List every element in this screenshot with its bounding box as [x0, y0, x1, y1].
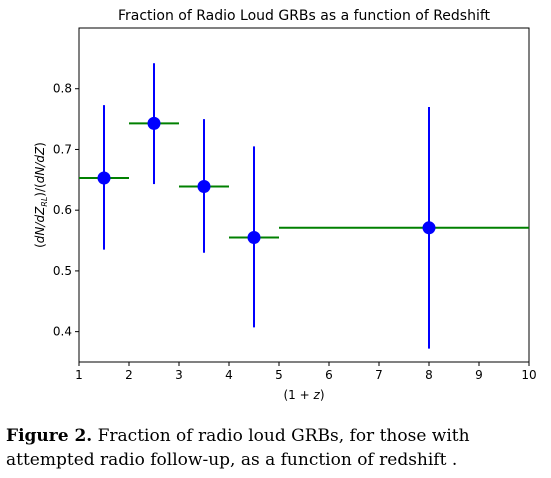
x-tick-label: 6 [325, 368, 333, 382]
x-axis-label: (1 + z) [284, 388, 325, 402]
x-tick-label: 7 [375, 368, 383, 382]
caption-text: Fraction of radio loud GRBs, for those w… [6, 426, 470, 470]
x-error-bars [79, 122, 529, 239]
y-tick-label: 0.7 [53, 142, 72, 156]
x-tick-label: 9 [475, 368, 483, 382]
chart-title: Fraction of Radio Loud GRBs as a functio… [118, 8, 491, 24]
y-axis-label: (dN/dZRL)/(dN/dZ) [33, 142, 49, 248]
y-tick-label: 0.4 [53, 325, 72, 339]
y-tick-label: 0.8 [53, 82, 72, 96]
data-point [422, 221, 436, 235]
y-error-bars [103, 63, 430, 349]
y-tick-label: 0.6 [53, 203, 72, 217]
caption-label: Figure 2. [6, 426, 93, 446]
x-tick-label: 4 [225, 368, 233, 382]
data-points [97, 116, 436, 245]
x-tick-label: 5 [275, 368, 283, 382]
x-tick-label: 10 [521, 368, 536, 382]
x-tick-label: 1 [75, 368, 83, 382]
x-tick-label: 2 [125, 368, 133, 382]
data-point [147, 116, 161, 130]
y-tick-label: 0.5 [53, 264, 72, 278]
data-point [247, 231, 261, 245]
data-point [197, 179, 211, 193]
x-tick-label: 3 [175, 368, 183, 382]
x-tick-label: 8 [425, 368, 433, 382]
y-axis: 0.4 0.5 0.6 0.7 0.8 [53, 82, 79, 339]
figure-caption: Figure 2. Fraction of radio loud GRBs, f… [6, 424, 546, 472]
plot-frame [78, 27, 530, 363]
data-point [97, 171, 111, 185]
chart: Fraction of Radio Loud GRBs as a functio… [33, 8, 537, 402]
x-axis: 1 2 3 4 5 6 7 8 9 10 [75, 362, 537, 382]
